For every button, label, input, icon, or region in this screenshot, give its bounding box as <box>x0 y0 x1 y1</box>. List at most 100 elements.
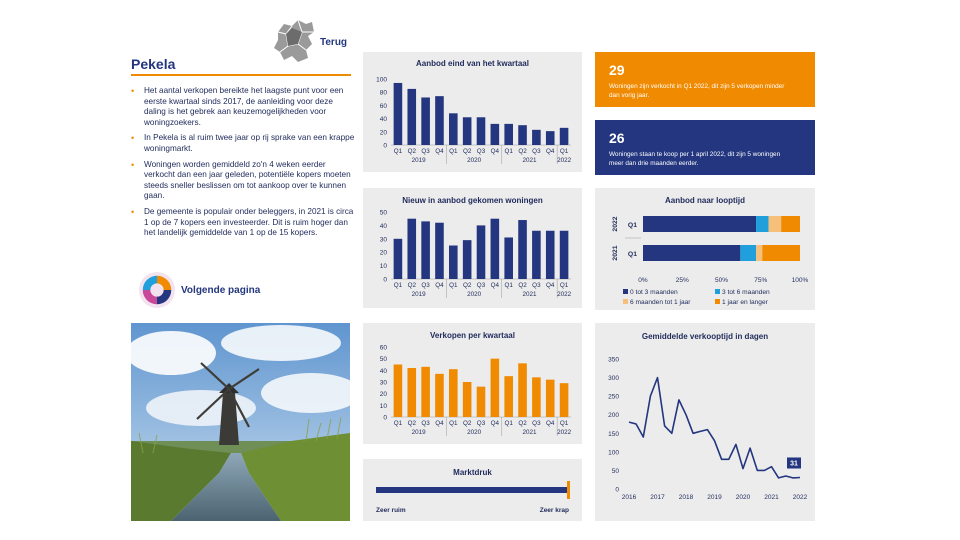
y-tick-label: 300 <box>608 375 619 382</box>
kpi-text: Woningen staan te koop per 1 april 2022,… <box>609 151 781 167</box>
y-tick-label: 30 <box>380 236 388 243</box>
year-label: 2019 <box>412 429 427 436</box>
stacked-segment <box>756 245 763 261</box>
last-value-label: 31 <box>790 460 798 467</box>
bar <box>559 230 569 279</box>
legend-label: 0 tot 3 maanden <box>630 289 678 296</box>
chart-panel-looptijd: Aanbod naar looptijd Q1 2022 Q1 2021 0% 25% 50… <box>595 188 815 310</box>
bar <box>476 225 486 279</box>
y-tick-label: 10 <box>380 263 388 270</box>
x-tick-label: 0% <box>638 277 648 284</box>
bar <box>518 220 527 279</box>
y-tick-label: 40 <box>380 368 388 375</box>
bar <box>421 366 430 417</box>
bar <box>559 127 569 145</box>
bar <box>393 82 403 145</box>
kpi-box-te-koop: 26 Woningen staan te koop per 1 april 20… <box>595 120 815 175</box>
gauge-marker <box>567 481 570 499</box>
x-tick-label: Q2 <box>518 148 527 155</box>
x-tick-label: Q1 <box>449 148 458 155</box>
x-tick-label: 75% <box>754 277 767 284</box>
x-tick-label: Q2 <box>518 420 527 427</box>
y-tick-label: 40 <box>380 116 388 123</box>
bar <box>435 222 444 279</box>
bar <box>476 117 486 145</box>
x-tick-label: Q4 <box>435 282 444 289</box>
y-tick-label: 50 <box>612 468 620 475</box>
bar <box>462 382 472 417</box>
x-tick-label: 2016 <box>622 494 637 501</box>
bar <box>504 237 513 279</box>
row-year-label: 2022 <box>612 216 619 231</box>
legend-swatch <box>623 289 628 294</box>
y-tick-label: 80 <box>380 90 388 97</box>
year-label: 2021 <box>522 157 537 164</box>
x-tick-label: 2019 <box>707 494 722 501</box>
x-tick-label: Q3 <box>421 420 430 427</box>
bar <box>490 218 500 279</box>
x-tick-label: 2017 <box>650 494 665 501</box>
chart-title: Verkopen per kwartaal <box>430 331 515 340</box>
windmill-photo <box>131 323 350 521</box>
x-tick-label: Q4 <box>546 420 555 427</box>
y-tick-label: 0 <box>383 415 387 422</box>
chart-panel-verkopen: Verkopen per kwartaal 0 10 20 30 40 50 60 Q1 Q2 Q… <box>363 323 582 444</box>
bullet-item: De gemeente is populair onder beleggers,… <box>131 207 356 239</box>
donut-chart-icon[interactable] <box>138 271 176 309</box>
chart-panel-aanbod: Aanbod eind van het kwartaal 0 20 40 60 80 10… <box>363 52 582 172</box>
y-tick-label: 20 <box>380 129 388 136</box>
x-tick-label: Q1 <box>394 420 403 427</box>
year-label: 2020 <box>467 429 482 436</box>
x-tick-label: Q2 <box>463 282 472 289</box>
year-label: 2019 <box>412 291 427 298</box>
kpi-text: Woningen zijn verkocht in Q1 2022, dit z… <box>609 83 785 99</box>
x-tick-label: Q1 <box>449 282 458 289</box>
x-tick-label: Q1 <box>504 420 513 427</box>
bar <box>518 125 527 145</box>
back-link[interactable]: Terug <box>320 37 348 48</box>
year-label: 2022 <box>557 291 572 298</box>
bar-chart-verkopen: 0 10 20 30 40 50 60 Q1 Q2 Q3 Q4 Q1 Q2 Q3 Q4 Q1 Q2 Q3 Q4 Q1 2… <box>380 345 572 436</box>
stacked-segment <box>643 216 757 232</box>
province-map-icon[interactable] <box>272 18 316 64</box>
bar <box>545 379 555 417</box>
y-tick-label: 200 <box>608 412 619 419</box>
year-label: 2022 <box>557 157 572 164</box>
x-tick-label: Q3 <box>532 420 541 427</box>
chart-title: Marktdruk <box>453 468 492 477</box>
year-label: 2022 <box>557 429 572 436</box>
y-tick-label: 350 <box>608 357 619 364</box>
y-tick-label: 60 <box>380 103 388 110</box>
y-tick-label: 40 <box>380 223 388 230</box>
x-tick-label: Q4 <box>491 282 500 289</box>
chart-title: Gemiddelde verkooptijd in dagen <box>641 332 769 341</box>
next-page-link[interactable]: Volgende pagina <box>181 285 261 296</box>
page-title: Pekela <box>131 56 176 72</box>
stacked-bar-chart-looptijd: Q1 2022 Q1 2021 0% 25% 50% 75% 100% 0 tot 3 maand… <box>612 216 809 306</box>
x-tick-label: Q4 <box>546 282 555 289</box>
year-label: 2021 <box>522 291 537 298</box>
bar <box>462 240 472 279</box>
x-tick-label: Q2 <box>463 148 472 155</box>
x-tick-label: Q1 <box>504 282 513 289</box>
bar <box>449 113 458 145</box>
x-tick-label: Q4 <box>491 148 500 155</box>
legend-swatch <box>623 299 628 304</box>
stacked-segment <box>740 245 757 261</box>
bullet-item: Het aantal verkopen bereikte het laagste… <box>131 86 356 128</box>
year-label: 2020 <box>467 157 482 164</box>
x-tick-label: Q4 <box>491 420 500 427</box>
y-tick-label: 50 <box>380 356 388 363</box>
stacked-segment <box>762 245 800 261</box>
year-label: 2019 <box>412 157 427 164</box>
chart-title: Nieuw in aanbod gekomen woningen <box>402 196 543 205</box>
bar <box>449 369 458 417</box>
legend-label: 1 jaar en langer <box>722 299 769 306</box>
x-tick-label: 2021 <box>764 494 779 501</box>
bar <box>518 363 527 417</box>
x-tick-label: 2022 <box>793 494 808 501</box>
bar-chart-nieuw: 0 10 20 30 40 50 Q1 Q2 Q3 Q4 Q1 Q2 Q3 Q4 Q1 Q2 Q3 Q4 Q1 201… <box>380 210 572 298</box>
year-label: 2020 <box>467 291 482 298</box>
bar <box>421 97 430 145</box>
y-tick-label: 250 <box>608 394 619 401</box>
